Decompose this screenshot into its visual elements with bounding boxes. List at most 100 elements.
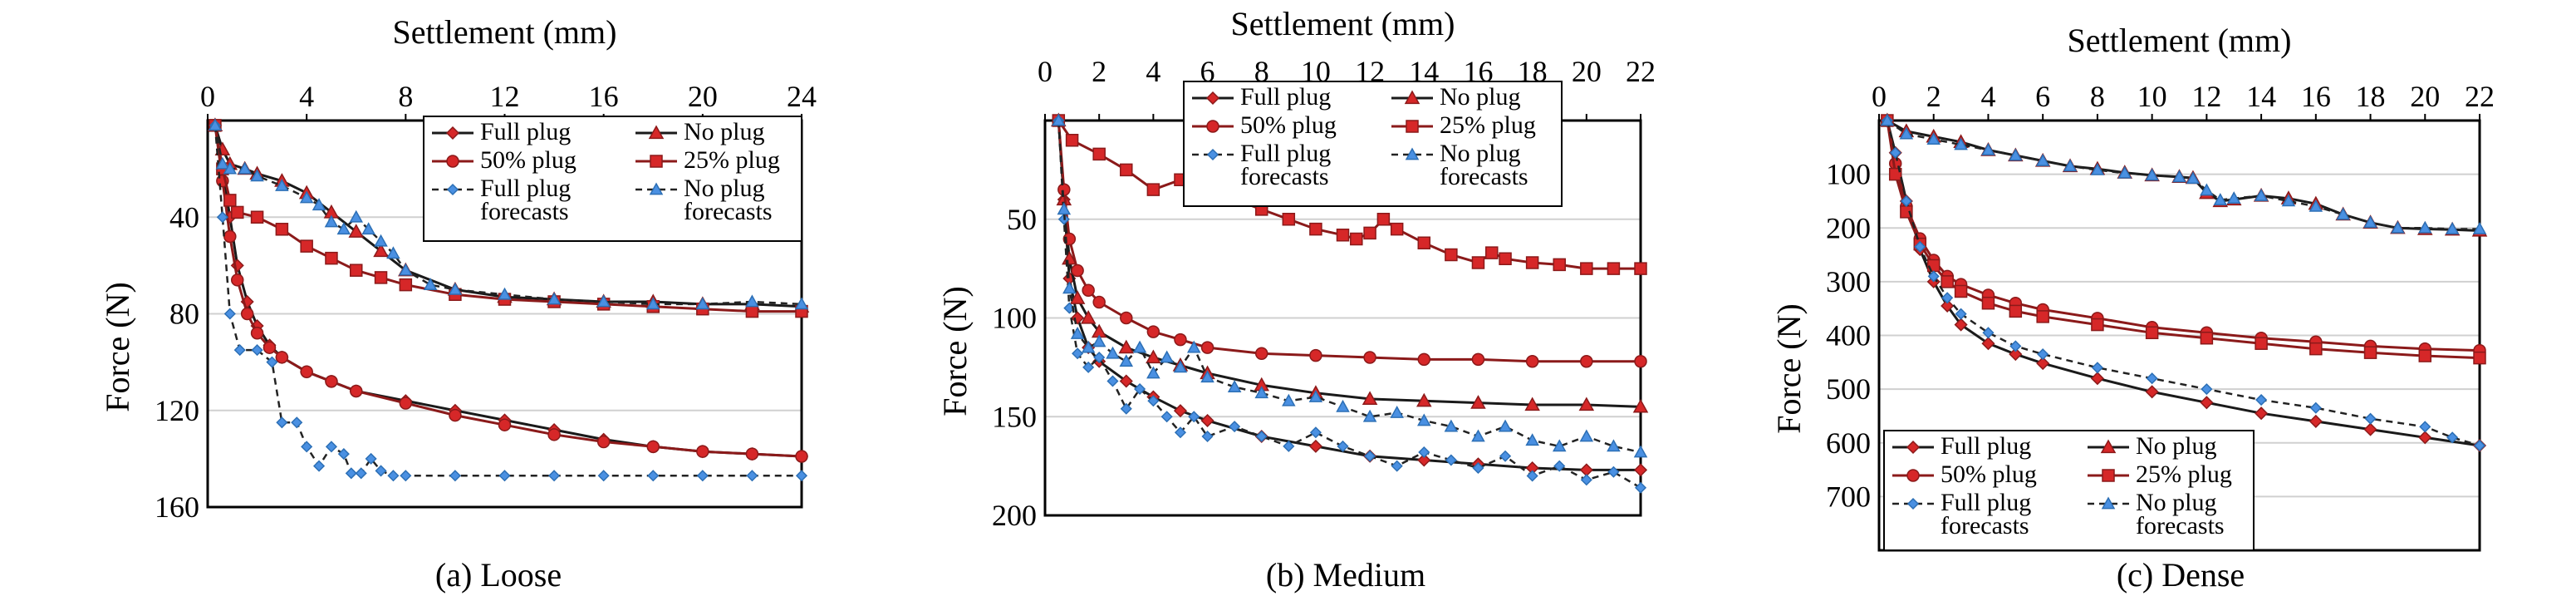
legend-label: 25% plug bbox=[1440, 111, 1536, 139]
data-point bbox=[2117, 165, 2132, 179]
data-point bbox=[2281, 194, 2296, 207]
x-tick-label: 14 bbox=[2246, 80, 2276, 113]
data-point bbox=[325, 251, 338, 265]
data-point bbox=[223, 161, 238, 175]
y-tick-label: 200 bbox=[992, 499, 1037, 532]
data-point bbox=[299, 190, 314, 204]
data-point bbox=[1062, 281, 1077, 294]
data-point bbox=[2063, 159, 2078, 172]
data-point bbox=[208, 118, 223, 131]
data-point bbox=[1525, 433, 1539, 446]
x-tick-label: 12 bbox=[490, 80, 520, 113]
data-point bbox=[1186, 340, 1201, 353]
data-point bbox=[1173, 360, 1188, 373]
data-point bbox=[215, 156, 230, 170]
data-point bbox=[2201, 383, 2213, 396]
data-point bbox=[795, 450, 808, 463]
data-point bbox=[1526, 470, 1538, 482]
legend-box bbox=[1883, 430, 2255, 551]
x-tick-label: 4 bbox=[1980, 80, 1995, 113]
data-point bbox=[1362, 409, 1377, 422]
x-tick-label: 4 bbox=[299, 80, 314, 113]
data-point bbox=[2037, 348, 2049, 361]
data-point bbox=[1093, 351, 1106, 364]
data-point bbox=[1417, 453, 1431, 467]
y-tick-label: 50 bbox=[1007, 203, 1037, 236]
data-point bbox=[300, 239, 313, 253]
legend-swatch-marker bbox=[1906, 440, 1921, 455]
data-point bbox=[2009, 148, 2023, 161]
data-point bbox=[374, 271, 388, 284]
x-tick-label: 0 bbox=[1038, 55, 1052, 88]
data-point bbox=[1092, 147, 1106, 161]
data-point bbox=[276, 416, 288, 429]
data-point bbox=[1254, 386, 1269, 399]
data-point bbox=[2200, 331, 2214, 345]
data-point bbox=[263, 341, 277, 354]
x-tick-label: 20 bbox=[1572, 55, 1602, 88]
x-tick-label: 8 bbox=[2090, 80, 2105, 113]
legend-swatch-marker bbox=[1206, 120, 1219, 133]
x-tick-label: 0 bbox=[1872, 80, 1887, 113]
data-point bbox=[1485, 246, 1499, 259]
data-point bbox=[1082, 283, 1095, 297]
legend-label: Full plug forecasts bbox=[480, 175, 571, 225]
data-point bbox=[1070, 326, 1085, 339]
x-tick-label: 4 bbox=[1146, 55, 1160, 88]
data-point bbox=[223, 194, 237, 207]
data-point bbox=[1336, 229, 1350, 242]
data-point bbox=[2200, 396, 2214, 410]
x-tick-label: 0 bbox=[200, 80, 215, 113]
y-tick-label: 100 bbox=[1826, 158, 1871, 191]
data-point bbox=[231, 205, 244, 219]
data-point bbox=[1120, 311, 1133, 325]
data-point bbox=[275, 223, 289, 236]
data-point bbox=[1607, 262, 1621, 275]
legend-label: No plug forecasts bbox=[2136, 489, 2225, 539]
data-point bbox=[548, 470, 561, 482]
data-point bbox=[400, 470, 412, 482]
legend-label: 50% plug bbox=[1240, 111, 1337, 139]
data-point bbox=[2145, 385, 2159, 399]
data-point bbox=[1416, 413, 1431, 426]
data-point bbox=[746, 470, 758, 482]
data-point bbox=[745, 294, 759, 308]
data-point bbox=[596, 435, 611, 449]
legend-label-line: forecasts bbox=[2136, 512, 2225, 539]
data-point bbox=[1954, 137, 1968, 150]
data-point bbox=[2255, 393, 2268, 406]
data-point bbox=[1926, 132, 1941, 145]
data-point bbox=[1417, 352, 1431, 367]
data-point bbox=[1982, 327, 1995, 339]
data-point bbox=[373, 243, 389, 258]
legend-swatch-marker bbox=[650, 155, 663, 168]
data-point bbox=[275, 178, 289, 191]
data-point bbox=[1880, 113, 1895, 126]
data-point bbox=[498, 287, 512, 300]
data-point bbox=[250, 169, 264, 182]
series-line bbox=[1886, 120, 2480, 352]
data-point bbox=[291, 416, 303, 429]
data-point bbox=[1309, 222, 1322, 236]
legend-swatch-marker bbox=[1405, 147, 1420, 160]
legend-swatch-marker bbox=[1906, 497, 1920, 510]
legend-label: 25% plug bbox=[684, 146, 780, 174]
legend-label: Full plug bbox=[480, 118, 571, 145]
data-point bbox=[1309, 348, 1322, 362]
data-point bbox=[399, 278, 413, 292]
series-fifty bbox=[1881, 114, 2486, 357]
x-tick-label: 20 bbox=[688, 80, 718, 113]
data-point bbox=[646, 440, 660, 454]
data-point bbox=[1927, 270, 1940, 283]
data-point bbox=[361, 222, 375, 235]
data-point bbox=[1118, 339, 1135, 354]
data-point bbox=[266, 356, 278, 368]
data-point bbox=[1632, 398, 1649, 413]
data-point bbox=[647, 470, 660, 482]
data-point bbox=[2364, 412, 2377, 425]
data-point bbox=[1578, 397, 1595, 411]
data-point bbox=[1282, 213, 1296, 226]
legend-label-line: No plug bbox=[2136, 432, 2217, 460]
y-tick-label: 40 bbox=[169, 200, 199, 234]
data-point bbox=[1309, 426, 1322, 439]
